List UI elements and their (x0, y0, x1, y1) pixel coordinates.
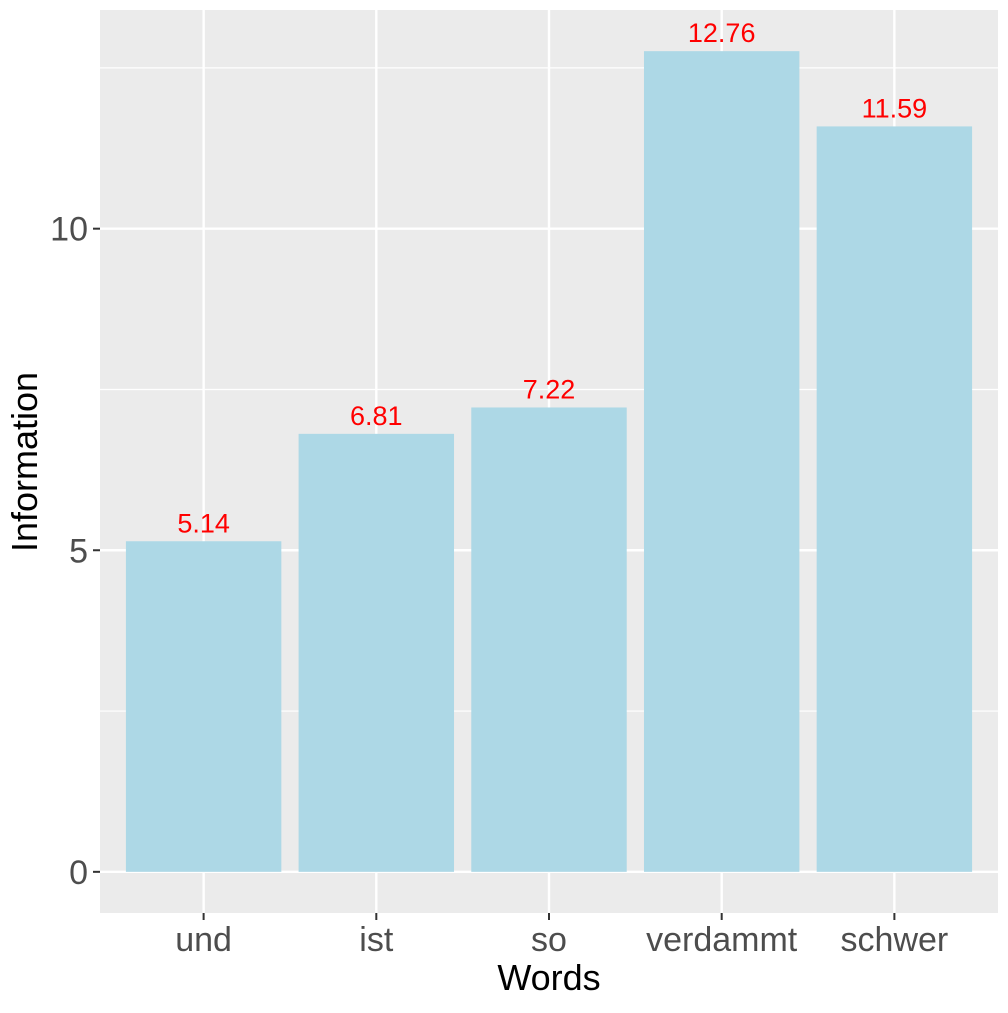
bar-verdammt (643, 51, 800, 872)
data-label-so: 7.22 (523, 374, 576, 404)
x-tick-label-ist: ist (359, 921, 394, 959)
data-label-verdammt: 12.76 (688, 18, 756, 48)
y-tick-label: 0 (69, 854, 88, 892)
bar-ist (298, 433, 455, 872)
x-tick-label-schwer: schwer (841, 921, 949, 959)
data-label-und: 5.14 (177, 508, 230, 538)
data-label-ist: 6.81 (350, 401, 403, 431)
y-tick-label: 5 (69, 532, 88, 570)
bar-und (125, 541, 282, 872)
data-label-schwer: 11.59 (862, 93, 928, 123)
bar-so (471, 407, 627, 872)
x-axis: und ist so verdammt schwer (175, 913, 948, 959)
y-axis: 0 5 10 (50, 211, 100, 892)
bar-schwer (816, 126, 973, 872)
y-tick-label: 10 (50, 211, 88, 249)
x-tick-label-verdammt: verdammt (646, 921, 798, 959)
x-tick-label-und: und (175, 921, 232, 959)
bars (125, 51, 973, 872)
x-axis-title: Words (497, 957, 600, 998)
y-axis-title: Information (4, 372, 45, 552)
x-tick-label-so: so (531, 921, 567, 959)
data-labels: 5.14 6.81 7.22 12.76 11.59 (177, 18, 927, 538)
